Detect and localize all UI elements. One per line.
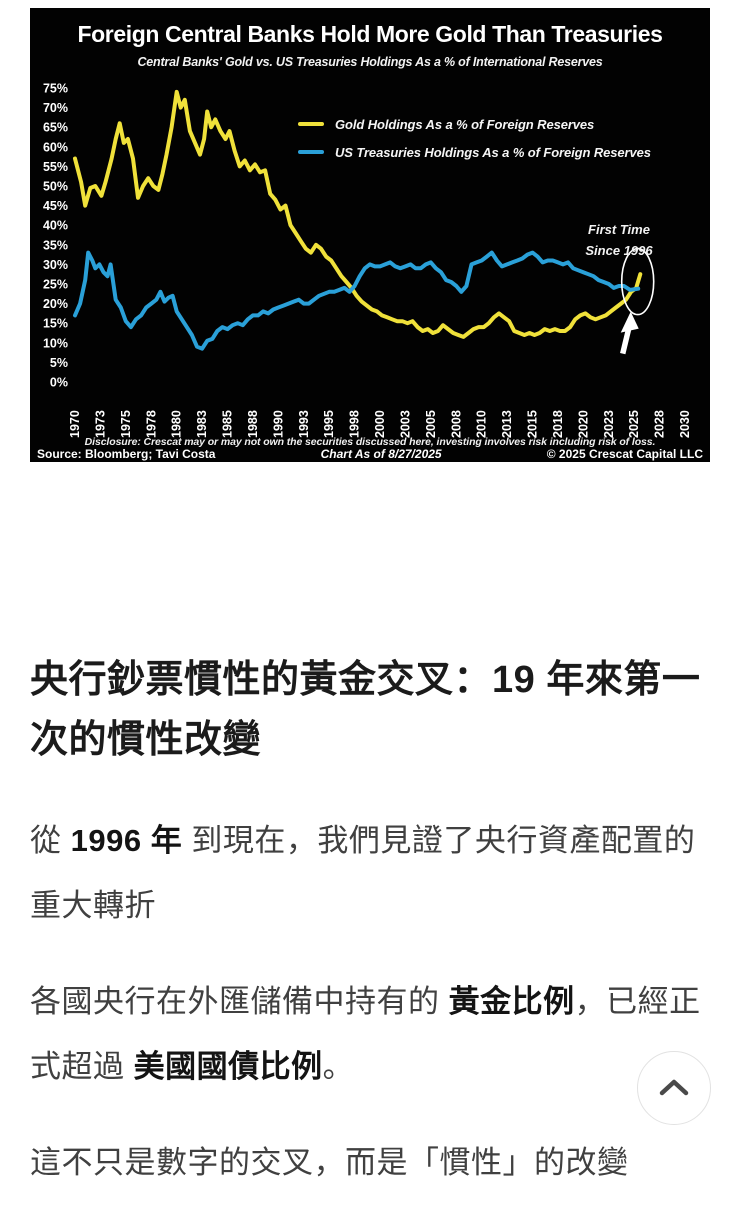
chart-as-of-date: Chart As of 8/27/2025 [320, 447, 442, 461]
chart-legend: Gold Holdings As a % of Foreign Reserves… [298, 114, 651, 170]
svg-text:2030: 2030 [678, 410, 692, 438]
svg-text:2018: 2018 [551, 410, 565, 438]
svg-text:65%: 65% [43, 121, 68, 135]
svg-text:75%: 75% [43, 82, 68, 96]
chevron-up-icon [659, 1079, 689, 1096]
annotation-line-2: Since 1996 [585, 242, 653, 258]
svg-text:25%: 25% [43, 278, 68, 292]
legend-item-treasuries: US Treasuries Holdings As a % of Foreign… [298, 142, 651, 162]
svg-text:0%: 0% [50, 376, 68, 390]
svg-text:1983: 1983 [195, 410, 209, 438]
chart-svg: 75% 70% 65% 60% 55% 50% 45% 40% 35% 30% 25% 20% 15% 1… [43, 82, 692, 439]
svg-text:2013: 2013 [500, 410, 514, 438]
article-paragraph-2: 各國央行在外匯儲備中持有的 黃金比例，已經正式超過 美國國債比例。 [30, 984, 701, 1084]
legend-label-gold: Gold Holdings As a % of Foreign Reserves [335, 116, 595, 132]
chart-subtitle: Central Banks' Gold vs. US Treasuries Ho… [137, 55, 603, 69]
svg-text:2010: 2010 [475, 410, 489, 438]
svg-text:2000: 2000 [373, 410, 387, 438]
svg-text:55%: 55% [43, 160, 68, 174]
svg-text:2023: 2023 [602, 410, 616, 438]
svg-text:2015: 2015 [526, 410, 540, 438]
annotation-line-1: First Time [588, 222, 650, 237]
scroll-to-top-button[interactable] [637, 1051, 711, 1125]
svg-text:45%: 45% [43, 199, 68, 213]
legend-label-treasuries: US Treasuries Holdings As a % of Foreign… [335, 144, 651, 160]
svg-text:1995: 1995 [322, 410, 336, 438]
svg-text:20%: 20% [43, 297, 68, 311]
chart-title: Foreign Central Banks Hold More Gold Tha… [77, 21, 663, 47]
gold-vs-treasuries-chart: Foreign Central Banks Hold More Gold Tha… [30, 8, 710, 462]
chart-disclosure: Disclosure: Crescat may or may not own t… [84, 436, 656, 448]
article-paragraph-3: 這不只是數字的交叉，而是「慣性」的改變 [30, 1145, 629, 1180]
svg-text:5%: 5% [50, 356, 68, 370]
svg-text:2003: 2003 [398, 410, 412, 438]
svg-text:1980: 1980 [170, 410, 184, 438]
svg-text:35%: 35% [43, 238, 68, 252]
svg-text:2005: 2005 [424, 410, 438, 438]
svg-text:70%: 70% [43, 101, 68, 115]
svg-text:1998: 1998 [348, 410, 362, 438]
svg-text:1970: 1970 [68, 410, 82, 438]
gold-line-swatch [298, 121, 324, 127]
svg-text:2020: 2020 [576, 410, 590, 438]
svg-text:10%: 10% [43, 336, 68, 350]
svg-text:40%: 40% [43, 219, 68, 233]
svg-text:1975: 1975 [119, 410, 133, 438]
svg-text:60%: 60% [43, 140, 68, 154]
first-time-annotation: First Time Since 1996 [554, 220, 684, 262]
legend-item-gold: Gold Holdings As a % of Foreign Reserves [298, 114, 651, 134]
svg-text:1973: 1973 [93, 410, 107, 438]
svg-text:1993: 1993 [297, 410, 311, 438]
chart-footer: Source: Bloomberg; Tavi Costa Chart As o… [37, 447, 703, 461]
article-heading: 央行鈔票慣性的黃金交叉：19 年來第一次的慣性改變 [30, 659, 701, 761]
svg-text:2028: 2028 [653, 410, 667, 438]
svg-text:1985: 1985 [221, 410, 235, 438]
article-paragraph-1: 從 1996 年 到現在，我們見證了央行資產配置的重大轉折 [30, 823, 696, 923]
svg-text:15%: 15% [43, 317, 68, 331]
svg-text:2025: 2025 [627, 410, 641, 438]
svg-text:2008: 2008 [449, 410, 463, 438]
chart-copyright: © 2025 Crescat Capital LLC [546, 447, 703, 461]
svg-text:1988: 1988 [246, 410, 260, 438]
svg-text:50%: 50% [43, 180, 68, 194]
svg-text:1978: 1978 [144, 410, 158, 438]
svg-text:1990: 1990 [271, 410, 285, 438]
svg-text:30%: 30% [43, 258, 68, 272]
treasuries-line-swatch [298, 149, 324, 155]
chart-source: Source: Bloomberg; Tavi Costa [37, 447, 216, 461]
article: 央行鈔票慣性的黃金交叉：19 年來第一次的慣性改變 從 1996 年 到現在，我… [30, 650, 710, 1195]
